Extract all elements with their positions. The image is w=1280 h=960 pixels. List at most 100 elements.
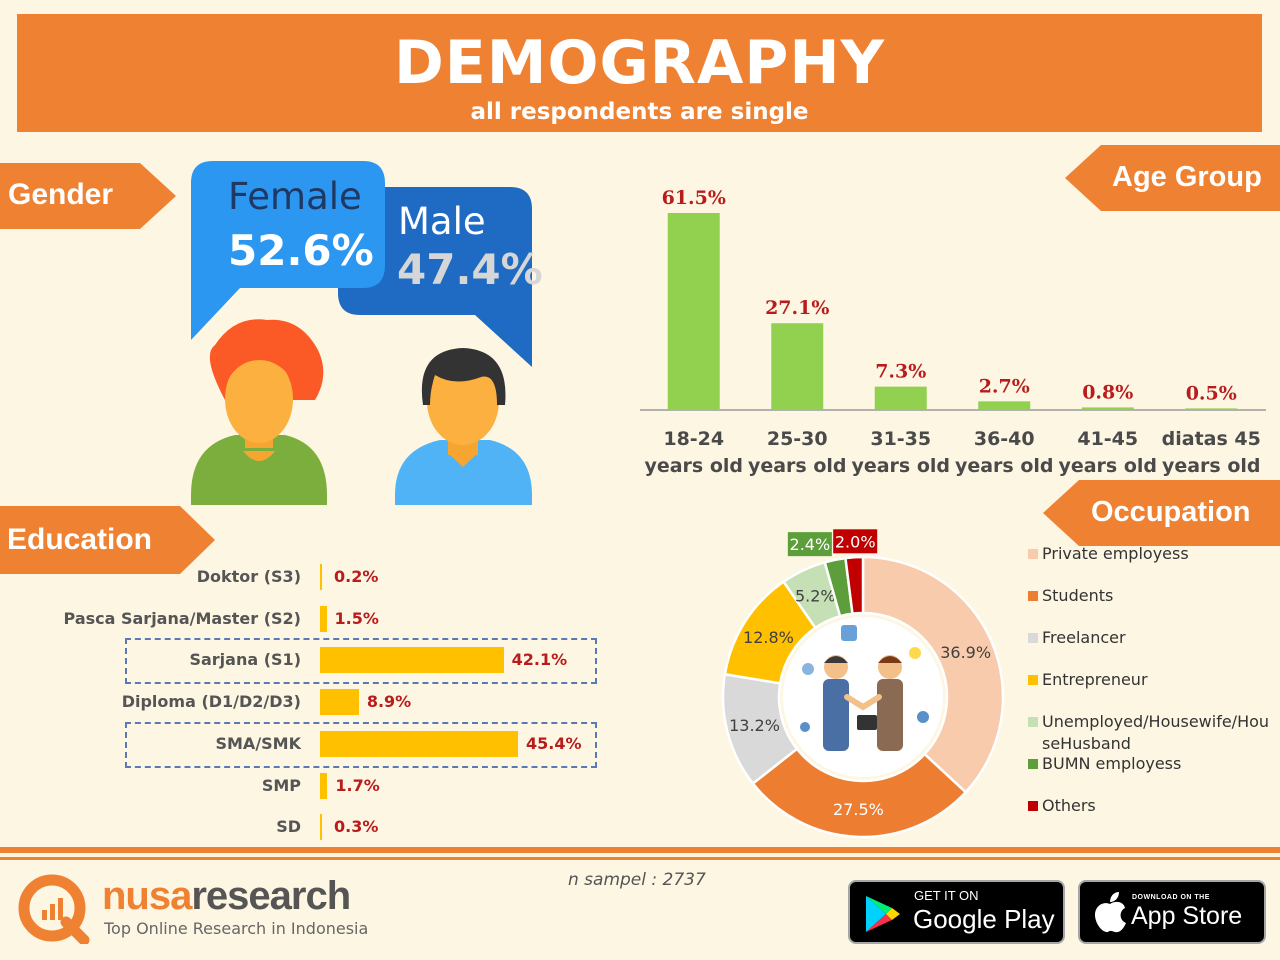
- male-avatar-icon: [395, 348, 532, 505]
- female-avatar-icon: [191, 319, 327, 505]
- legend-swatch-others: [1028, 801, 1038, 811]
- handshake-illustration-icon: [783, 617, 943, 777]
- legend-label-unemployed-housewife-househusband: Unemployed/Housewife/HouseHusband: [1042, 712, 1270, 753]
- age-value-label-31-35-years-old: 7.3%: [875, 361, 926, 383]
- age-bar-diatas-45-years-old: [1185, 408, 1238, 410]
- legend-swatch-students: [1028, 591, 1038, 601]
- male-bubble: [338, 187, 532, 367]
- age-tick-label-36-40-years-old-1: 36-40: [974, 428, 1035, 450]
- education-label-smp: SMP: [261, 776, 301, 795]
- brand-name: nusaresearch: [102, 872, 351, 920]
- google-play-top-text: GET IT ON: [914, 888, 979, 903]
- education-bar-sd: [320, 814, 322, 840]
- legend-label-private-employess: Private employess: [1042, 544, 1189, 563]
- female-label: Female: [228, 175, 362, 218]
- occupation-slice-others: [844, 555, 865, 616]
- education-label-pasca-sarjana-master-s2: Pasca Sarjana/Master (S2): [63, 609, 301, 628]
- education-label-sd: SD: [276, 817, 301, 836]
- age-tick-label-18-24-years-old-1: 18-24: [663, 428, 724, 450]
- age-value-label-diatas-45-years-old: 0.5%: [1186, 382, 1237, 404]
- occupation-slice-private-employess: [861, 555, 1005, 794]
- occupation-tag: Occupation: [1091, 496, 1251, 528]
- education-value-sd: 0.3%: [334, 817, 379, 836]
- nusaresearch-logo-icon: [18, 874, 90, 944]
- education-value-diploma-d1-d2-d3: 8.9%: [366, 692, 412, 711]
- legend-label-freelancer: Freelancer: [1042, 628, 1126, 647]
- education-value-pasca-sarjana-master-s2: 1.5%: [334, 609, 379, 628]
- age-tick-label-18-24-years-old-2: years old: [644, 455, 743, 477]
- legend-label-entrepreneur: Entrepreneur: [1042, 670, 1148, 689]
- occupation-value-label-others: 2.0%: [835, 532, 876, 551]
- age-tick-label-25-30-years-old-2: years old: [748, 455, 847, 477]
- age-tick-label-41-45-years-old-1: 41-45: [1077, 428, 1138, 450]
- occupation-label-box-bumn-employess: [787, 532, 832, 557]
- google-play-badge[interactable]: GET IT ON Google Play: [848, 880, 1065, 944]
- age-chart: 61.5% 18-24 years old 27.1% 25-30 years old 7.…: [640, 187, 1266, 477]
- education-value-smp: 1.7%: [335, 776, 380, 795]
- education-tag-shape: [0, 506, 215, 574]
- age-value-label-36-40-years-old: 2.7%: [979, 375, 1030, 397]
- legend-swatch-private-employess: [1028, 549, 1038, 559]
- legend-swatch-entrepreneur: [1028, 675, 1038, 685]
- page-subtitle: all respondents are single: [470, 99, 809, 125]
- legend-swatch-freelancer: [1028, 633, 1038, 643]
- occupation-label-box-others: [833, 529, 878, 554]
- education-bar-doktor-s3: [320, 564, 322, 590]
- gender-bubbles: [191, 161, 532, 505]
- legend-swatch-unemployed-housewife-househusband: [1028, 717, 1038, 727]
- page-title: DEMOGRAPHY: [393, 28, 886, 98]
- gender-tag-shape: [0, 163, 176, 229]
- education-bar-smp: [320, 773, 328, 799]
- age-bar-18-24-years-old: [667, 213, 720, 410]
- education-label-diploma-d1-d2-d3: Diploma (D1/D2/D3): [121, 692, 301, 711]
- sample-size: n sampel : 2737: [568, 870, 706, 890]
- brand-name-nusa: nusa: [102, 874, 192, 918]
- app-store-badge[interactable]: DOWNLOAD ON THE App Store: [1078, 880, 1266, 944]
- highlight-box-sarjana: [125, 638, 597, 684]
- app-store-top-text: DOWNLOAD ON THE: [1132, 894, 1210, 901]
- age-bar-36-40-years-old: [978, 401, 1031, 410]
- age-tick-label-diatas-45-years-old-1: diatas 45: [1162, 428, 1261, 450]
- male-label: Male: [398, 200, 486, 243]
- occupation-value-label-unemployed-housewife-househusband: 5.2%: [795, 587, 836, 606]
- apple-icon: [1095, 892, 1126, 933]
- legend-label-students: Students: [1042, 586, 1114, 605]
- occupation-value-label-freelancer: 13.2%: [729, 716, 780, 735]
- google-play-bottom-text: Google Play: [913, 904, 1055, 934]
- age-tick-label-31-35-years-old-1: 31-35: [870, 428, 931, 450]
- education-bar-pasca-sarjana-master-s2: [320, 606, 327, 632]
- female-bubble: [191, 161, 385, 340]
- age-value-label-41-45-years-old: 0.8%: [1082, 381, 1133, 403]
- age-bar-25-30-years-old: [771, 323, 824, 410]
- footer-divider: [0, 847, 1280, 853]
- occupation-value-label-students: 27.5%: [833, 800, 884, 819]
- education-value-doktor-s3: 0.2%: [334, 567, 379, 586]
- occupation-value-label-bumn-employess: 2.4%: [790, 535, 831, 554]
- age-tick-label-36-40-years-old-2: years old: [955, 455, 1054, 477]
- app-store-bottom-text: App Store: [1131, 902, 1243, 930]
- occupation-slice-students: [751, 747, 968, 839]
- age-value-label-25-30-years-old: 27.1%: [765, 297, 829, 319]
- male-value: 47.4%: [397, 245, 543, 294]
- age-tick-label-diatas-45-years-old-2: years old: [1162, 455, 1261, 477]
- brand-name-research: research: [191, 874, 351, 918]
- occupation-chart: 36.9% 27.5% 13.2% 12.8% 5.2% 2.4% 2.0%: [721, 529, 1005, 839]
- education-tag: Education: [7, 523, 153, 556]
- age-value-label-18-24-years-old: 61.5%: [662, 187, 726, 209]
- age-tick-label-41-45-years-old-2: years old: [1058, 455, 1157, 477]
- age-bar-31-35-years-old: [874, 386, 927, 410]
- occupation-value-label-entrepreneur: 12.8%: [743, 628, 794, 647]
- legend-label-bumn-employess: BUMN employess: [1042, 754, 1182, 773]
- female-value: 52.6%: [228, 226, 374, 275]
- age-tag-shape: [1065, 145, 1280, 211]
- footer-divider-thin: [0, 857, 1280, 860]
- occupation-tag-shape: [1043, 480, 1280, 546]
- highlight-box-sma: [125, 722, 597, 768]
- legend-label-others: Others: [1042, 796, 1096, 815]
- age-tick-label-25-30-years-old-1: 25-30: [767, 428, 828, 450]
- legend-swatch-bumn-employess: [1028, 759, 1038, 769]
- age-bar-41-45-years-old: [1081, 407, 1134, 410]
- age-tag: Age Group: [1112, 161, 1262, 193]
- header-banner: DEMOGRAPHY all respondents are single: [17, 14, 1262, 132]
- brand-tagline: Top Online Research in Indonesia: [104, 919, 369, 938]
